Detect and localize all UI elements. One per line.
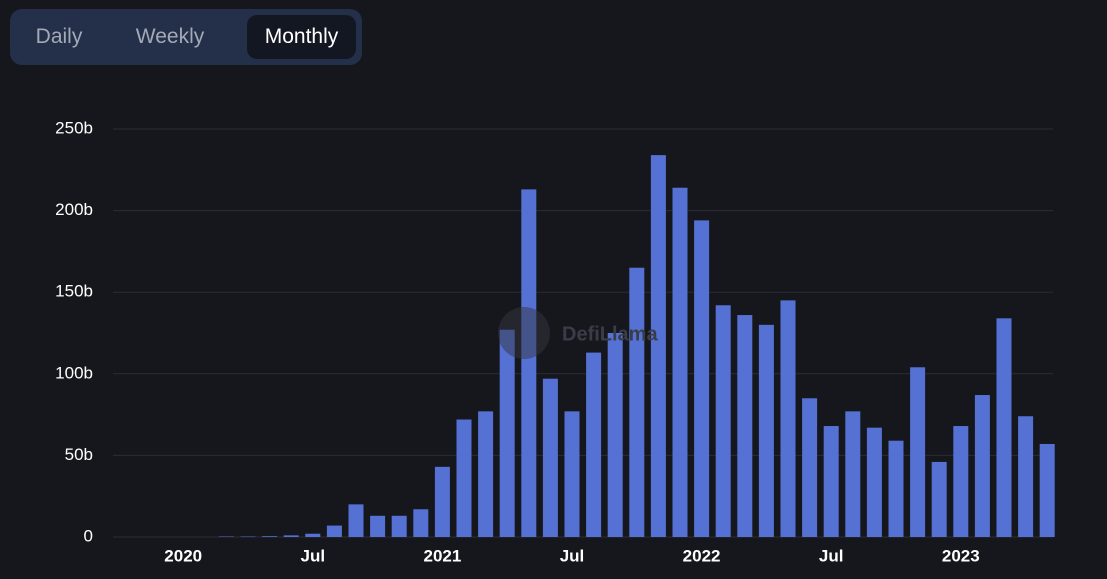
tab-weekly[interactable]: Weekly — [135, 25, 205, 48]
bar — [413, 509, 429, 537]
bar — [326, 525, 342, 537]
bar — [370, 515, 386, 537]
y-tick-label: 250b — [55, 118, 93, 137]
bar — [1018, 416, 1034, 537]
bar — [996, 318, 1012, 537]
y-tick-label: 50b — [65, 445, 93, 464]
x-tick-label: Jul — [560, 546, 585, 565]
x-tick-label: 2021 — [423, 546, 461, 565]
bar — [607, 333, 623, 537]
y-tick-label: 150b — [55, 282, 93, 301]
bar — [953, 426, 969, 537]
bar — [521, 189, 537, 537]
bar — [586, 352, 602, 537]
bar — [478, 411, 494, 537]
bar — [262, 536, 278, 537]
bar — [434, 466, 450, 537]
bar — [931, 461, 947, 537]
watermark-logo — [498, 307, 550, 359]
bar — [737, 315, 753, 537]
bar — [499, 329, 515, 537]
x-tick-label: 2020 — [164, 546, 202, 565]
bar — [1039, 443, 1055, 537]
bar — [456, 419, 472, 537]
bar — [348, 504, 364, 537]
bar — [694, 220, 710, 537]
bar — [305, 533, 321, 537]
bar — [888, 440, 904, 537]
bar — [802, 398, 818, 537]
y-tick-label: 0 — [84, 526, 93, 545]
bar — [629, 267, 645, 537]
x-tick-label: 2022 — [683, 546, 721, 565]
bar — [650, 155, 666, 537]
bar — [715, 305, 731, 537]
y-tick-label: 200b — [55, 200, 93, 219]
watermark: DefiLlama — [562, 323, 658, 345]
x-tick-label: Jul — [301, 546, 326, 565]
interval-tabs: Daily Weekly Monthly — [10, 9, 362, 65]
y-tick-label: 100b — [55, 363, 93, 382]
bar — [866, 427, 882, 537]
tab-monthly[interactable]: Monthly — [247, 15, 356, 59]
bar — [542, 378, 558, 537]
bar — [845, 411, 861, 537]
bar — [391, 515, 407, 537]
x-tick-label: 2023 — [942, 546, 980, 565]
x-tick-label: Jul — [819, 546, 844, 565]
bar — [672, 187, 688, 537]
bar — [758, 324, 774, 537]
bar — [564, 411, 580, 537]
bar — [780, 300, 796, 537]
bar — [283, 535, 299, 537]
tab-daily[interactable]: Daily — [35, 25, 83, 48]
bar — [823, 426, 839, 537]
bar — [910, 367, 926, 537]
bar — [974, 395, 990, 537]
